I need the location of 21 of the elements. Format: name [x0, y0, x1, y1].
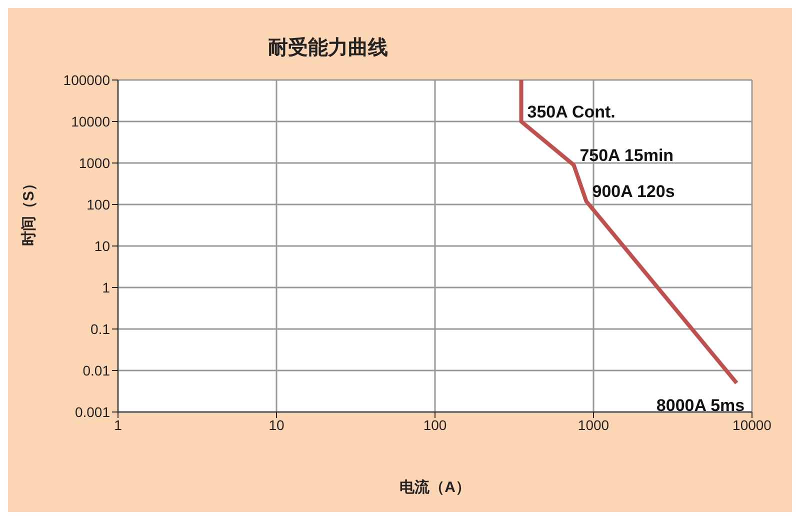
annotation: 350A Cont.	[527, 102, 616, 122]
annotation: 8000A 5ms	[656, 396, 745, 415]
y-tick-label: 10	[94, 238, 110, 254]
y-tick-label: 100000	[63, 72, 110, 88]
y-tick-label: 0.1	[90, 320, 110, 337]
x-tick-label: 1000	[578, 416, 610, 433]
x-axis-title: 电流（A）	[400, 478, 470, 496]
x-tick-label: 10	[268, 416, 284, 433]
y-tick-label: 0.01	[82, 362, 110, 378]
chart-title: 耐受能力曲线	[267, 36, 389, 61]
annotation: 900A 120s	[592, 182, 675, 202]
annotation: 750A 15min	[580, 146, 674, 165]
y-tick-label: 100	[86, 196, 110, 212]
x-tick-label: 1	[114, 416, 122, 433]
y-axis-title: 时间（S）	[20, 176, 38, 246]
y-tick-label: 1000	[78, 154, 110, 171]
x-tick-label: 10000	[732, 416, 772, 433]
y-tick-label: 0.001	[74, 404, 110, 420]
y-tick-label: 10000	[71, 113, 110, 130]
y-tick-label: 1	[102, 279, 110, 296]
x-tick-label: 100	[423, 416, 447, 433]
